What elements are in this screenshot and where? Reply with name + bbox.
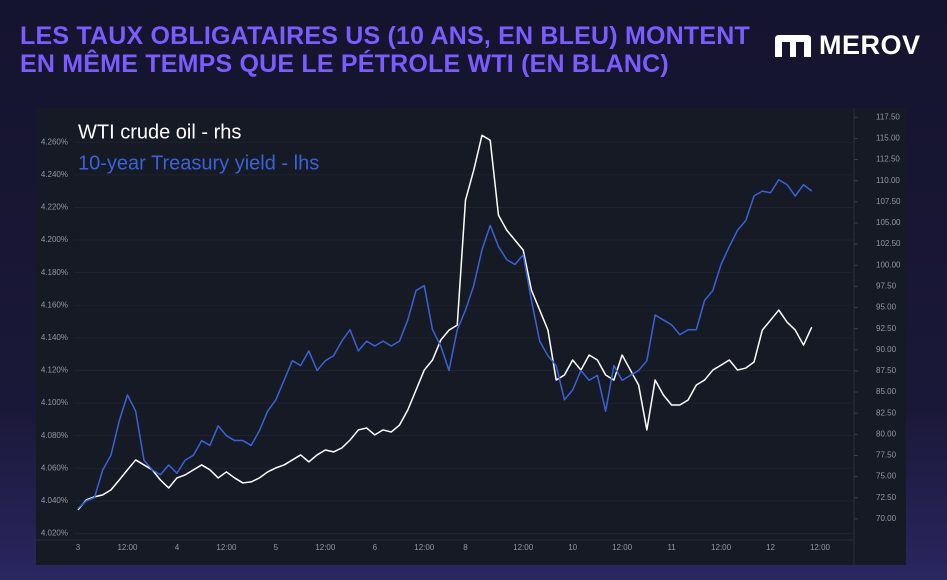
x-tick-label: 10	[568, 543, 577, 552]
y-tick-label: 4.080%	[41, 431, 68, 440]
y-tick-label: 4.180%	[41, 268, 68, 277]
x-tick-label: 4	[175, 543, 180, 552]
y2-tick-label: 97.50	[876, 281, 897, 290]
x-tick-label: 12:00	[810, 543, 831, 552]
y2-tick-label: 90.00	[876, 345, 897, 354]
y2-tick-label: 77.50	[876, 451, 897, 460]
series-line	[77, 134, 813, 511]
x-tick-label: 12:00	[117, 543, 138, 552]
chart-background	[36, 108, 906, 565]
y-tick-label: 4.120%	[41, 366, 68, 375]
y-tick-label: 4.160%	[41, 300, 68, 309]
y2-tick-label: 102.50	[876, 239, 901, 248]
y2-tick-label: 105.00	[876, 218, 901, 227]
y2-tick-label: 92.50	[876, 324, 897, 333]
y2-tick-label: 112.50	[876, 155, 900, 164]
x-tick-label: 12:00	[216, 543, 237, 552]
x-tick-label: 12:00	[513, 543, 534, 552]
y2-tick-label: 100.00	[876, 260, 901, 269]
x-tick-label: 5	[274, 543, 279, 552]
y2-tick-label: 117.50	[876, 112, 900, 121]
y2-tick-label: 75.00	[876, 472, 897, 481]
x-tick-label: 12:00	[315, 543, 336, 552]
y-tick-label: 4.020%	[41, 529, 68, 538]
legend-entry: WTI crude oil - rhs	[78, 121, 241, 143]
logo: MEROV	[773, 30, 921, 61]
series-line	[77, 178, 813, 510]
y2-tick-label: 87.50	[876, 366, 897, 375]
y-tick-label: 4.140%	[41, 333, 68, 342]
y2-tick-label: 110.00	[876, 176, 900, 185]
y-tick-label: 4.060%	[41, 463, 68, 472]
logo-text: MEROV	[819, 30, 921, 60]
y2-tick-label: 107.50	[876, 197, 901, 206]
x-tick-label: 6	[373, 543, 378, 552]
x-tick-label: 8	[463, 543, 468, 552]
headline: LES TAUX OBLIGATAIRES US (10 ANS, EN BLE…	[20, 22, 750, 78]
y2-tick-label: 95.00	[876, 303, 897, 312]
legend-entry: 10-year Treasury yield - lhs	[78, 152, 319, 174]
logo-icon	[775, 34, 811, 57]
y-tick-label: 4.220%	[41, 203, 68, 212]
x-tick-label: 12:00	[711, 543, 732, 552]
y-tick-label: 4.100%	[41, 398, 68, 407]
x-tick-label: 3	[76, 543, 81, 552]
y-tick-label: 4.240%	[41, 170, 68, 179]
y2-tick-label: 85.00	[876, 387, 897, 396]
y-tick-label: 4.040%	[41, 496, 68, 505]
y2-tick-label: 82.50	[876, 408, 897, 417]
y-tick-label: 4.260%	[41, 137, 68, 146]
x-tick-label: 12:00	[612, 543, 633, 552]
x-tick-label: 11	[667, 543, 676, 552]
y2-tick-label: 80.00	[876, 429, 897, 438]
y2-tick-label: 72.50	[876, 493, 897, 502]
chart: 4.020% 4.040% 4.060% 4.080% 4.100% 4.120% 4.14…	[36, 108, 906, 565]
y2-tick-label: 70.00	[876, 514, 897, 523]
x-tick-label: 12:00	[414, 543, 435, 552]
y2-tick-label: 115.00	[876, 134, 900, 143]
x-tick-label: 12	[766, 543, 775, 552]
y-tick-label: 4.200%	[41, 235, 68, 244]
